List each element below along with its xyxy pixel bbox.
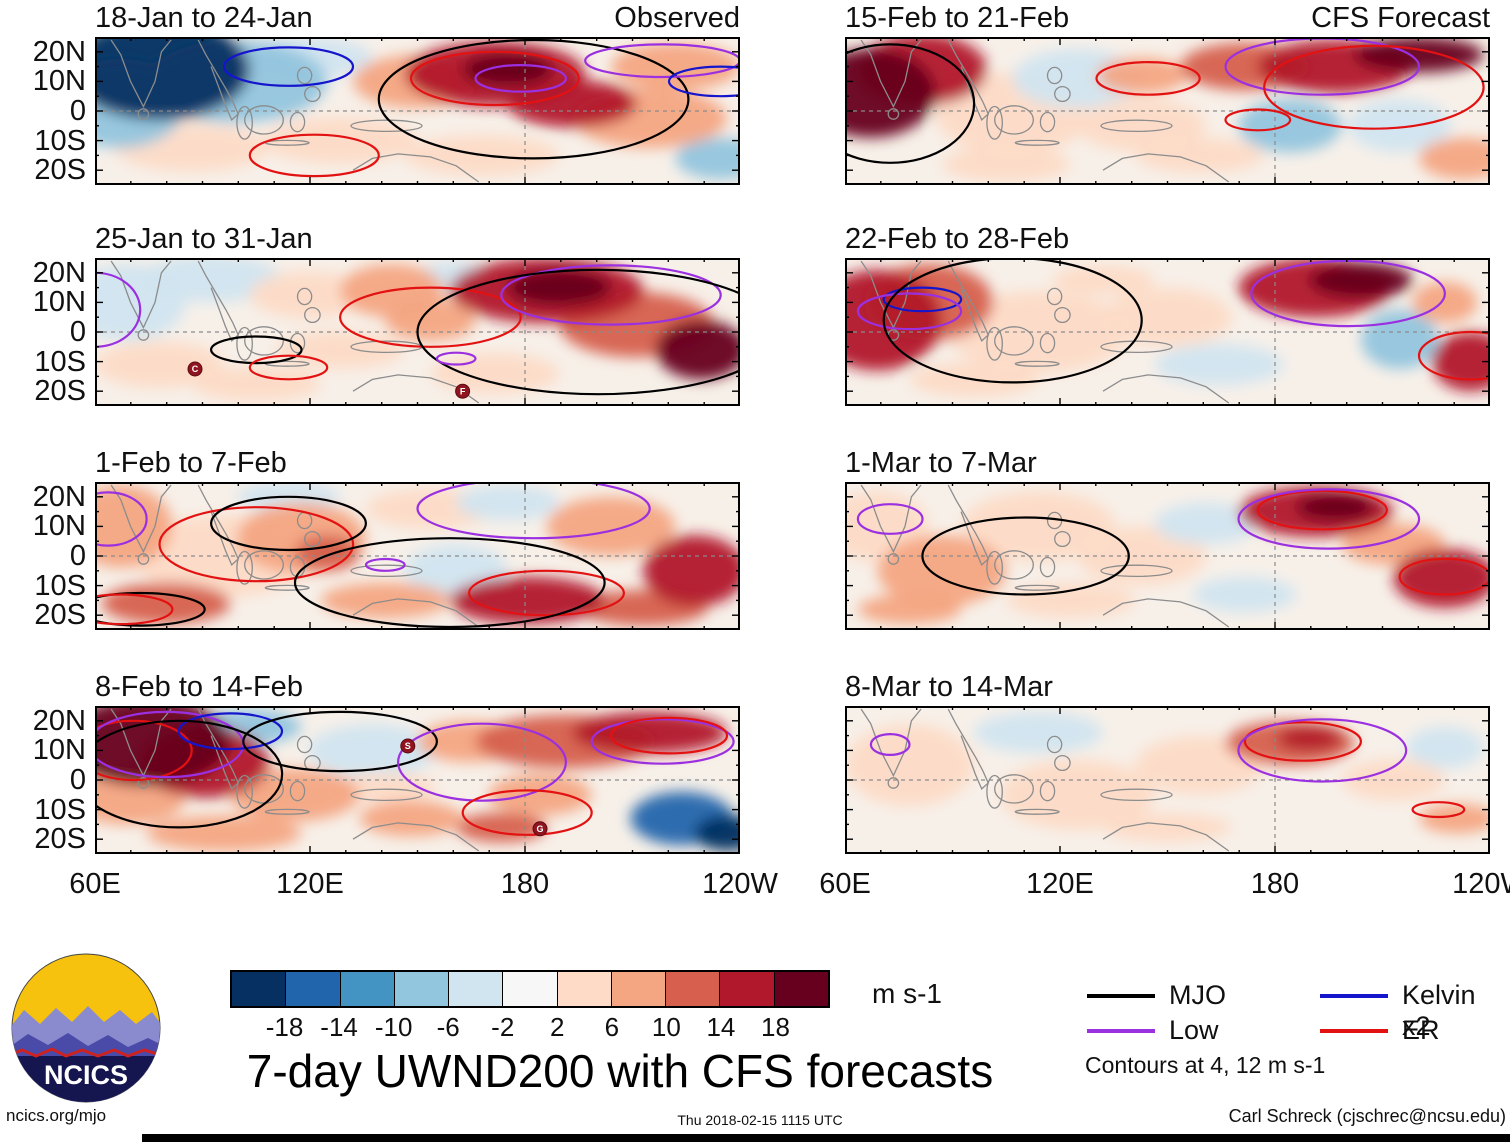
colorbar-tick-label: -18 — [265, 1012, 304, 1042]
panel-title-row: 22-Feb to 28-Feb — [845, 223, 1490, 255]
panel-title-row: 18-Jan to 24-Jan Observed — [95, 2, 740, 34]
lat-tick-label: 0 — [69, 764, 86, 796]
lat-tick-label: 20S — [34, 154, 86, 187]
colorbar-tick-label: 18 — [760, 1012, 790, 1042]
colorbar-tick-label: -6 — [436, 1012, 460, 1042]
colorbar-cell — [557, 972, 612, 1006]
lat-tick-label: 0 — [69, 316, 86, 348]
legend-label: Low — [1169, 1015, 1219, 1045]
svg-text:G: G — [536, 824, 543, 834]
map-panel-15-feb-to-21-feb — [845, 37, 1490, 185]
panel-date-label: 8-Mar to 14-Mar — [845, 671, 1053, 703]
lat-tick-label: 20N — [32, 35, 86, 68]
panel-date-label: 15-Feb to 21-Feb — [845, 2, 1070, 34]
panel-title-row: 8-Mar to 14-Mar — [845, 671, 1490, 703]
lat-tick-label: 0 — [69, 540, 86, 572]
colorbar-cell — [449, 972, 504, 1006]
logo-text: NCICS — [44, 1060, 128, 1090]
legend-line-kelvin-x2 — [1320, 994, 1388, 998]
contour-levels-note: Contours at 4, 12 m s-1 — [1085, 1052, 1326, 1078]
colorbar-tick-label: 6 — [604, 1012, 620, 1042]
colorbar-tick-label: 14 — [706, 1012, 736, 1042]
lat-tick-label: 10S — [34, 124, 86, 157]
svg-text:S: S — [405, 741, 411, 751]
footer-timestamp: Thu 2018-02-15 1115 UTC — [677, 1112, 843, 1128]
legend-line-mjo — [1087, 994, 1155, 998]
lat-tick-label: 10S — [34, 793, 86, 826]
lon-tick-label: 120W — [1452, 868, 1510, 900]
colorbar-tick-label: -14 — [320, 1012, 358, 1042]
legend-label: MJO — [1169, 980, 1226, 1010]
svg-text:C: C — [192, 364, 199, 374]
colorbar-cell — [286, 972, 341, 1006]
ncics-logo: NCICS — [11, 953, 161, 1103]
lat-tick-label: 20N — [32, 256, 86, 289]
lat-tick-label: 10N — [32, 510, 86, 543]
map-panel-8-mar-to-14-mar — [845, 706, 1490, 854]
panel-title-row: 25-Jan to 31-Jan — [95, 223, 740, 255]
map-panel-1-mar-to-7-mar — [845, 482, 1490, 630]
legend-line-er — [1320, 1029, 1388, 1033]
colorbar-cell — [720, 972, 775, 1006]
column-heading: Observed — [614, 2, 740, 34]
lat-tick-label: 20S — [34, 823, 86, 856]
legend-line-low — [1087, 1029, 1155, 1033]
map-panel-1-feb-to-7-feb — [95, 482, 740, 630]
lon-tick-label: 120E — [276, 868, 344, 900]
panel-title-row: 15-Feb to 21-Feb CFS Forecast — [845, 2, 1490, 34]
lat-tick-label: 20S — [34, 375, 86, 408]
lon-tick-label: 120W — [702, 868, 778, 900]
panel-title-row: 8-Feb to 14-Feb — [95, 671, 740, 703]
map-panel-22-feb-to-28-feb — [845, 258, 1490, 406]
lon-tick-label: 180 — [500, 868, 550, 900]
colorbar-cell — [232, 972, 287, 1006]
panel-title-row: 1-Mar to 7-Mar — [845, 447, 1490, 479]
colorbar-tick-label: -2 — [491, 1012, 515, 1042]
colorbar-tick-label: 10 — [651, 1012, 681, 1042]
figure-title: 7-day UWND200 with CFS forecasts — [246, 1045, 994, 1097]
lat-tick-label: 10N — [32, 734, 86, 767]
lat-tick-label: 20N — [32, 704, 86, 737]
panel-title-row: 1-Feb to 7-Feb — [95, 447, 740, 479]
column-heading: CFS Forecast — [1311, 2, 1490, 34]
lon-tick-label: 180 — [1250, 868, 1300, 900]
colorbar-cell — [774, 972, 828, 1006]
colorbar-tick-label: -10 — [374, 1012, 413, 1042]
lat-tick-label: 0 — [69, 95, 86, 127]
colorbar-cell — [666, 972, 721, 1006]
legend-label: Kelvin x2 — [1402, 980, 1476, 1041]
bottom-bar — [142, 1134, 1510, 1142]
colorbar-cell — [394, 972, 450, 1006]
footer-credit: Carl Schreck (cjschrec@ncsu.edu) — [1228, 1106, 1506, 1126]
colorbar-cell — [340, 972, 395, 1006]
panel-date-label: 18-Jan to 24-Jan — [95, 2, 313, 34]
lat-tick-label: 20S — [34, 599, 86, 632]
map-panel-18-jan-to-24-jan — [95, 37, 740, 185]
colorbar-cell — [611, 972, 667, 1006]
logo-red-ridge — [12, 1047, 160, 1058]
lon-tick-label: 60E — [69, 868, 121, 900]
panel-date-label: 22-Feb to 28-Feb — [845, 223, 1070, 255]
svg-text:F: F — [460, 386, 466, 396]
lat-tick-label: 10S — [34, 569, 86, 602]
panel-date-label: 1-Feb to 7-Feb — [95, 447, 287, 479]
lat-tick-label: 10N — [32, 65, 86, 98]
panel-date-label: 25-Jan to 31-Jan — [95, 223, 313, 255]
colorbar-units-label: m s-1 — [872, 978, 942, 1009]
panel-date-label: 1-Mar to 7-Mar — [845, 447, 1037, 479]
colorbar — [230, 970, 830, 1008]
lat-tick-label: 20N — [32, 480, 86, 513]
panel-date-label: 8-Feb to 14-Feb — [95, 671, 303, 703]
legend-label: ER — [1402, 1015, 1440, 1045]
lon-tick-label: 60E — [819, 868, 871, 900]
colorbar-tick-label: 2 — [550, 1012, 565, 1042]
lon-tick-label: 120E — [1026, 868, 1094, 900]
colorbar-cell — [503, 972, 558, 1006]
lat-tick-label: 10N — [32, 286, 86, 319]
lat-tick-label: 10S — [34, 345, 86, 378]
footer-site-link[interactable]: ncics.org/mjo — [6, 1106, 107, 1125]
